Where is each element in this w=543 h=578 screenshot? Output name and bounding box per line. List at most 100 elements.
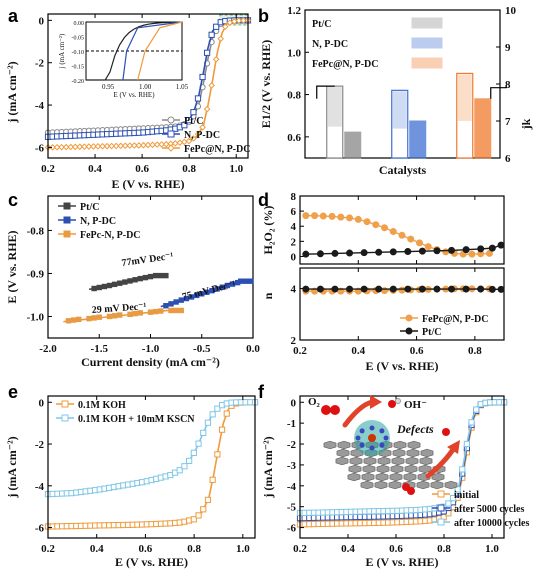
e-legend-0: 0.1M KOH bbox=[56, 400, 126, 411]
f-graphene-hex bbox=[335, 456, 349, 466]
f-graphene-hex bbox=[393, 440, 407, 450]
d-legend-0: FePc@N, P-DC bbox=[400, 314, 489, 325]
c-series-1 bbox=[160, 278, 254, 309]
e-xtick-label: 0.2 bbox=[41, 543, 55, 555]
c-point bbox=[132, 277, 138, 283]
b2-ytick-label: 7 bbox=[505, 116, 511, 128]
panel-letter-c: c bbox=[8, 190, 18, 210]
e-series-1-point bbox=[209, 411, 216, 418]
c-point bbox=[117, 280, 123, 286]
c-legend-1-label: N, P-DC bbox=[80, 216, 116, 227]
d-h2o2-point bbox=[328, 212, 336, 220]
e-ytick-label: -4 bbox=[35, 481, 45, 493]
f-graphene-hex bbox=[404, 464, 418, 474]
d-n-point bbox=[375, 285, 383, 293]
f-molecule-n-atom bbox=[369, 425, 375, 431]
c-point bbox=[142, 274, 149, 281]
e-ytick-label: 0 bbox=[39, 397, 45, 409]
c-point bbox=[101, 283, 108, 290]
f-graphene-hex bbox=[392, 448, 406, 458]
b2-ytick-label: 10 bbox=[505, 5, 517, 17]
a-legend-1: N, P-DC bbox=[162, 130, 220, 141]
c-point bbox=[70, 317, 77, 323]
f-ytick-label: -4 bbox=[287, 481, 297, 493]
a-series-2-point bbox=[217, 35, 225, 42]
a-legend-0: Pt/C bbox=[162, 116, 203, 127]
a-series-2-point bbox=[126, 142, 134, 149]
a-series-1-point bbox=[181, 122, 188, 129]
d-n-point bbox=[331, 285, 339, 293]
c-point bbox=[238, 278, 244, 284]
f-xtick-label: 0.6 bbox=[389, 543, 403, 555]
f-graphene-hex bbox=[374, 480, 388, 490]
e-series-0-point bbox=[218, 426, 226, 433]
a-series-2-point bbox=[144, 141, 152, 149]
e-ytick-label: -2 bbox=[35, 439, 45, 451]
c-legend-0-swatch-marker bbox=[63, 202, 71, 210]
a-legend-1-swatch-marker bbox=[167, 130, 175, 138]
d-top-frame bbox=[299, 195, 505, 265]
f-ytick-label: -3 bbox=[287, 460, 297, 472]
a-frame bbox=[47, 13, 249, 159]
e-frame bbox=[47, 395, 256, 539]
a-series-2-point bbox=[190, 135, 197, 142]
b-legend-label-1: N, P-DC bbox=[312, 39, 348, 50]
c-xtick-label: -0.5 bbox=[193, 343, 211, 355]
a-series-2-point bbox=[62, 143, 70, 151]
d-top-ytick-label: 6 bbox=[291, 206, 297, 218]
f-graphene-hex bbox=[337, 440, 351, 450]
d-h2o2-point bbox=[354, 215, 362, 223]
a-series-2-point bbox=[131, 142, 138, 149]
c-legend-0: Pt/C bbox=[58, 202, 99, 213]
e-series-0 bbox=[44, 399, 259, 530]
a-series-2-point bbox=[76, 143, 84, 151]
b2-ytick-label: 6 bbox=[505, 153, 511, 165]
d-h2o2-point bbox=[360, 249, 368, 257]
c-point bbox=[111, 281, 118, 288]
e-legend-1-label: 0.1M KOH + 10mM KSCN bbox=[78, 414, 195, 425]
f-legend-1-swatch-marker bbox=[437, 504, 445, 512]
f-graphene-hex bbox=[406, 448, 420, 458]
e-series-0-point bbox=[200, 506, 207, 513]
e-series-0-point bbox=[195, 512, 202, 519]
f-o2-atom bbox=[321, 405, 331, 415]
c-ylabel: E (V vs. RHE) bbox=[5, 230, 19, 303]
c-point bbox=[127, 311, 133, 318]
c-point bbox=[163, 272, 169, 279]
f-graphene-hex bbox=[363, 456, 377, 466]
c-point bbox=[193, 292, 200, 299]
d-h2o2-point bbox=[468, 250, 476, 258]
f-xlabel: E (V vs. RHE) bbox=[365, 555, 438, 569]
a-series-2-point bbox=[103, 142, 111, 150]
f-graphene-hex bbox=[347, 472, 361, 482]
f-series-2-point bbox=[445, 500, 452, 507]
d-h2o2-point bbox=[337, 213, 345, 221]
a-legend-1-label: N, P-DC bbox=[184, 130, 220, 141]
d-n-point bbox=[398, 286, 406, 294]
d-n-point bbox=[389, 285, 397, 293]
a-ytick-label: -2 bbox=[35, 58, 45, 70]
f-legend-0-label: initial bbox=[454, 490, 479, 501]
e-xtick-label: 0.4 bbox=[90, 543, 104, 555]
d-h2o2-line-0 bbox=[305, 214, 490, 255]
a-series-2-point bbox=[90, 143, 97, 150]
a-series-2-point bbox=[171, 140, 179, 147]
b-bar-jk-0 bbox=[344, 131, 362, 159]
a-inset-ytick: -0.15 bbox=[72, 65, 85, 71]
c-ytick-label: -1.0 bbox=[27, 311, 45, 323]
f-xtick-label: 0.4 bbox=[341, 543, 355, 555]
d-n-point bbox=[448, 285, 456, 293]
c-point bbox=[117, 312, 123, 318]
c-legend-2-label: FePc-N, P-DC bbox=[80, 230, 141, 241]
d-n-point bbox=[462, 285, 470, 293]
f-graphene-hex bbox=[389, 472, 403, 482]
a-inset-ytick: -0.05 bbox=[72, 36, 85, 42]
d-top-ytick-label: 4 bbox=[291, 221, 297, 233]
d-h2o2-point bbox=[433, 247, 441, 255]
d-legend-1-swatch-marker bbox=[405, 327, 413, 335]
f-xtick-label: 1.0 bbox=[485, 543, 499, 555]
f-oh-o-atom bbox=[388, 400, 396, 408]
a-ytick-label: 0 bbox=[39, 15, 45, 27]
e-series-1-point bbox=[186, 457, 193, 464]
c-point bbox=[91, 315, 97, 321]
